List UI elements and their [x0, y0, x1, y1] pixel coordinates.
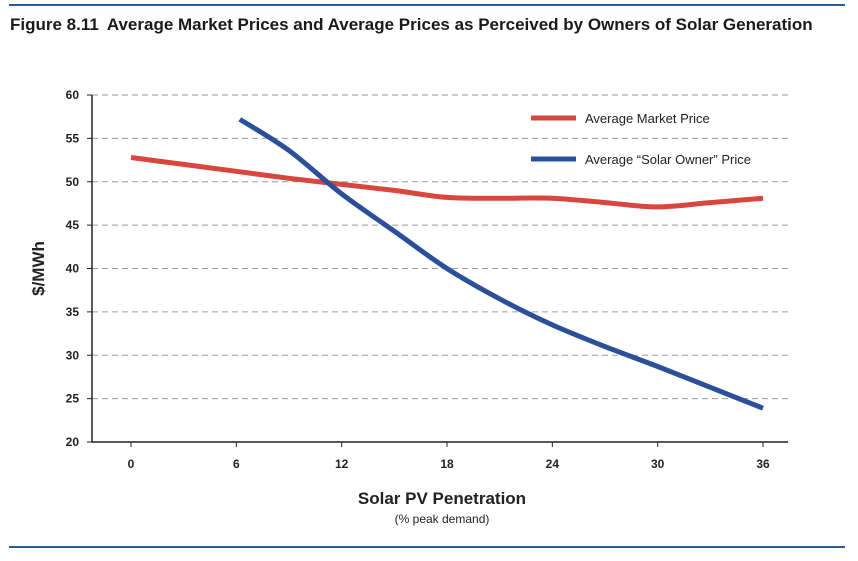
legend-item-average-market-price: Average Market Price	[531, 111, 710, 126]
y-axis-title: $/MWh	[29, 241, 48, 296]
y-tick-label: 25	[66, 392, 80, 406]
legend-label: Average Market Price	[585, 111, 710, 126]
x-tick-label: 0	[128, 457, 135, 471]
grid-layer	[92, 94, 788, 400]
tick-labels: 20 25 30 35 40 45 50 55 60 0 6 12 18 24 30 36	[66, 88, 770, 471]
y-tick-label: 40	[66, 262, 80, 276]
x-axis-title: Solar PV Penetration	[358, 489, 526, 508]
legend-item-average-solar-owner-price: Average “Solar Owner” Price	[531, 152, 751, 167]
x-tick-label: 30	[651, 457, 665, 471]
y-tick-label: 30	[66, 348, 80, 362]
x-axis-subtitle: (% peak demand)	[395, 512, 490, 526]
figure-title-text: Average Market Prices and Average Prices…	[106, 15, 813, 34]
series-layer	[130, 117, 764, 411]
y-tick-label: 35	[66, 305, 80, 319]
x-tick-label: 12	[335, 457, 349, 471]
legend: Average Market Price Average “Solar Owner…	[531, 111, 751, 167]
y-tick-label: 45	[66, 218, 80, 232]
x-tick-label: 6	[233, 457, 240, 471]
y-tick-label: 55	[66, 131, 80, 145]
x-tick-label: 36	[756, 457, 770, 471]
legend-label: Average “Solar Owner” Price	[585, 152, 751, 167]
bottom-rule	[9, 546, 845, 548]
top-rule	[9, 4, 845, 6]
series-line-average-market-price	[130, 155, 764, 210]
x-tick-label: 24	[546, 457, 560, 471]
y-tick-label: 20	[66, 435, 80, 449]
series-line-average-solar-owner-price	[238, 117, 764, 411]
figure-number: Figure 8.11	[10, 15, 99, 34]
y-tick-label: 60	[66, 88, 80, 102]
y-tick-label: 50	[66, 175, 80, 189]
x-tick-label: 18	[440, 457, 454, 471]
figure-title: Figure 8.11 Average Market Prices and Ave…	[10, 14, 830, 36]
